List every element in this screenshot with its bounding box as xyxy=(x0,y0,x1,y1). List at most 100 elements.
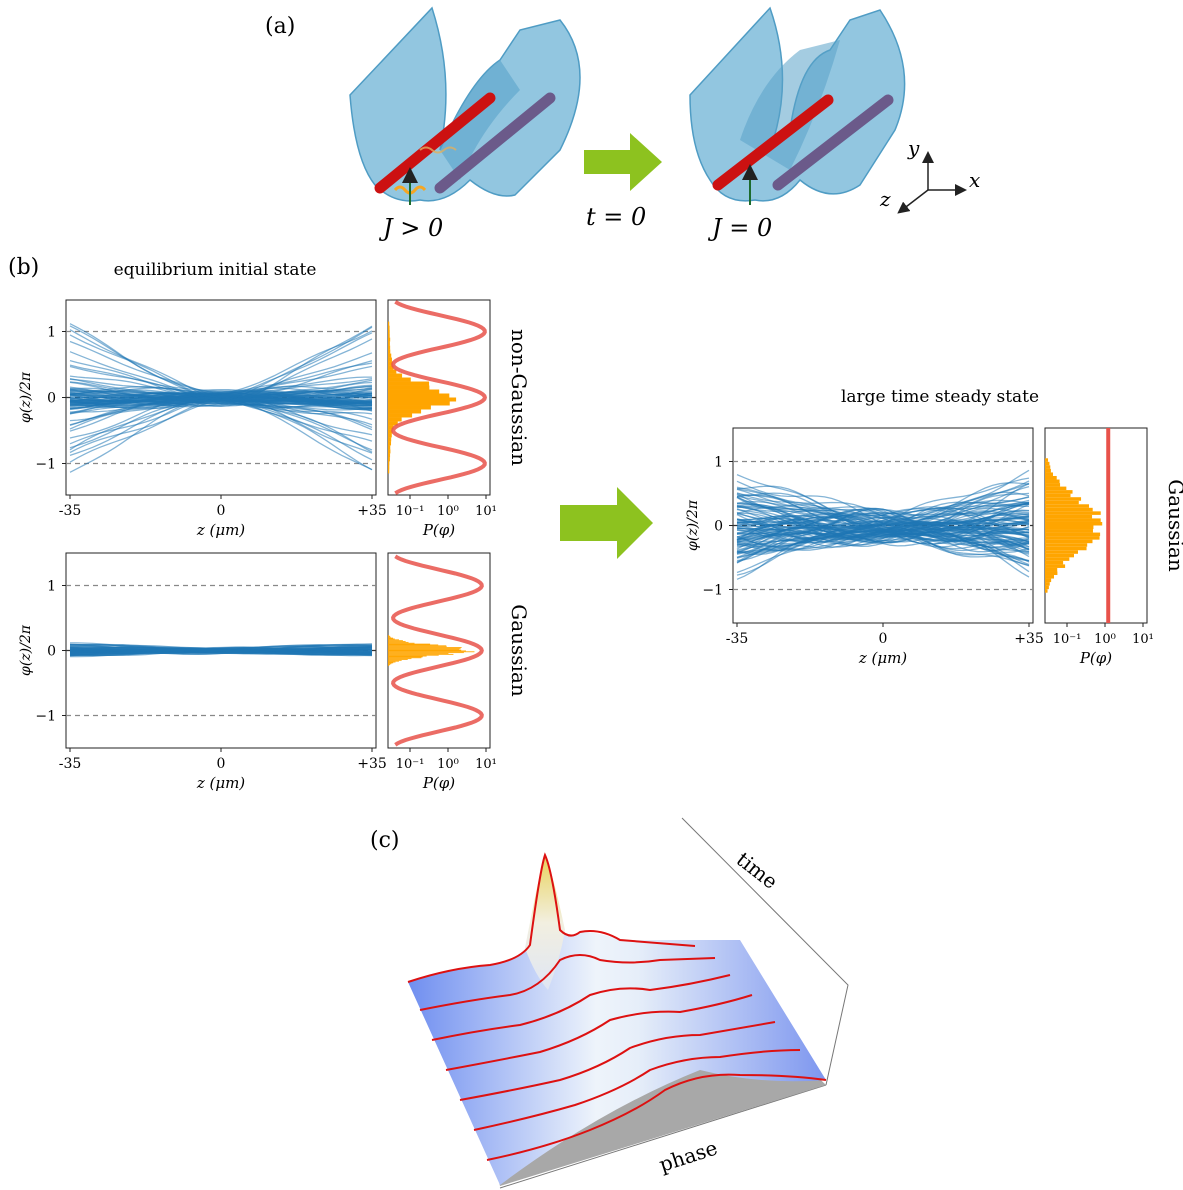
histogram-bar xyxy=(388,329,390,334)
histogram-bar xyxy=(1045,582,1050,586)
initial-state-title: equilibrium initial state xyxy=(114,260,317,280)
histogram-bar xyxy=(388,333,390,338)
histogram-bar xyxy=(388,345,391,350)
hist-tick-label: 10⁰ xyxy=(437,504,459,519)
hist-tick-label: 10¹ xyxy=(475,757,497,772)
y-axis-label: φ(z)/2π xyxy=(18,624,34,676)
time-slice-1 xyxy=(419,954,716,1011)
histogram-bar xyxy=(388,441,392,446)
coupling-on-label: J > 0 xyxy=(378,214,443,242)
hist-tick-label: 10¹ xyxy=(1132,632,1154,647)
distribution-type-label: Gaussian xyxy=(507,604,531,697)
coordinate-axes-icon xyxy=(897,151,967,214)
histogram-bar xyxy=(388,663,392,665)
histogram-bar xyxy=(1045,553,1074,558)
histogram-bar xyxy=(388,641,409,643)
hist-axis-label: P(φ) xyxy=(1079,649,1112,667)
histogram-bar xyxy=(1045,475,1057,480)
histogram-bar xyxy=(1045,472,1053,476)
phase-trace xyxy=(736,482,1030,520)
histogram-bar xyxy=(388,453,391,458)
histogram-bar xyxy=(388,429,393,434)
phase-trace xyxy=(736,530,1030,558)
distribution-type-label: non-Gaussian xyxy=(507,329,531,466)
probability-surface xyxy=(408,855,826,1185)
x-tick-label: -35 xyxy=(59,756,82,772)
histogram-bar xyxy=(388,461,390,466)
y-tick-label: −1 xyxy=(702,583,723,599)
histogram-bar xyxy=(388,409,422,414)
y-tick-label: 0 xyxy=(47,391,56,407)
surface-side xyxy=(487,1060,826,1186)
panel-a-label: (a) xyxy=(265,14,295,39)
hist-axis-label: P(φ) xyxy=(422,774,455,792)
histogram-bar xyxy=(388,369,397,374)
histogram-bar xyxy=(388,389,440,394)
histogram-bar xyxy=(388,642,415,644)
quench-time-label: t = 0 xyxy=(586,203,646,231)
histogram-bar xyxy=(388,656,423,658)
hist-tick-label: 10⁰ xyxy=(437,757,459,772)
histogram-bar xyxy=(388,469,390,474)
time-slice-0 xyxy=(407,852,696,983)
histogram-bar xyxy=(388,649,462,651)
phase-trace xyxy=(736,518,1030,541)
histogram-bar xyxy=(388,653,449,654)
histogram-bar xyxy=(388,660,399,662)
histogram-bar xyxy=(1045,567,1058,572)
histogram-bar xyxy=(1045,507,1093,512)
coupling-off-label: J = 0 xyxy=(707,214,772,242)
steady-state-plot: 1 0 −1 -35 0 +35 z (μm) φ(z)/2π 10⁻¹ 10⁰ 10¹ P(φ) Ga… xyxy=(685,427,1183,667)
histogram-bar xyxy=(388,449,391,454)
histogram-bar xyxy=(388,647,461,649)
histogram-bar xyxy=(1045,461,1050,466)
time-slice-6 xyxy=(486,1073,827,1161)
histogram-bar xyxy=(388,353,392,358)
time-axis-label: time xyxy=(732,847,782,894)
histogram-bar xyxy=(388,393,450,398)
histogram-bar xyxy=(388,646,447,648)
y-tick-label: 0 xyxy=(47,644,56,660)
axis-y-label: y xyxy=(907,136,920,160)
phase-trace xyxy=(69,393,372,404)
histogram-bar xyxy=(1045,550,1078,554)
histogram-bar xyxy=(388,661,396,663)
histogram-bar xyxy=(1045,468,1051,473)
panel-a: (a) J > 0 t = 0 J = 0 xyxy=(265,6,980,242)
x-tick-label: -35 xyxy=(59,503,82,519)
phase-trace xyxy=(69,394,373,406)
x-tick-label: 0 xyxy=(217,756,226,772)
histogram-bar xyxy=(1045,458,1049,462)
histogram-bar xyxy=(1045,571,1058,576)
histogram-bar xyxy=(388,640,403,642)
x-tick-label: -35 xyxy=(726,631,749,647)
histogram-bar xyxy=(1045,504,1090,508)
gaussian-plot: 1 0 −1 -35 0 +35 z (μm) φ(z)/2π 10⁻¹ 10⁰ 10¹ P(φ) Ga… xyxy=(18,552,531,792)
histogram-bar xyxy=(388,341,390,346)
histogram-bar xyxy=(388,349,391,354)
phase-trace xyxy=(736,525,1030,546)
phase-trace xyxy=(736,522,1030,544)
histogram-bar xyxy=(388,635,390,636)
histogram-bar xyxy=(388,638,395,640)
histogram-bar xyxy=(388,651,475,653)
histogram-bar xyxy=(388,445,391,450)
histogram-bar xyxy=(1045,532,1101,537)
hist-axis-label: P(φ) xyxy=(422,521,455,539)
histogram-bar xyxy=(388,397,457,402)
histogram-bar xyxy=(388,421,398,426)
phase-trace xyxy=(69,648,373,654)
histogram-bar xyxy=(1045,518,1101,522)
histogram-bar xyxy=(388,381,430,386)
histogram-bar xyxy=(1045,486,1067,491)
histogram-bar xyxy=(388,637,393,639)
phase-trace xyxy=(736,527,1030,554)
histogram-bar xyxy=(388,659,408,660)
hist-tick-label: 10⁰ xyxy=(1094,632,1116,647)
time-slice-3 xyxy=(445,994,753,1071)
histogram-bar xyxy=(388,664,391,666)
histogram-bar xyxy=(388,662,394,664)
trap-coupled xyxy=(349,6,581,205)
axis-z-label: z xyxy=(879,187,891,211)
